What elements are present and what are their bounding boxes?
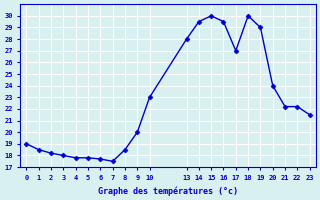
X-axis label: Graphe des températures (°c): Graphe des températures (°c) — [98, 186, 238, 196]
